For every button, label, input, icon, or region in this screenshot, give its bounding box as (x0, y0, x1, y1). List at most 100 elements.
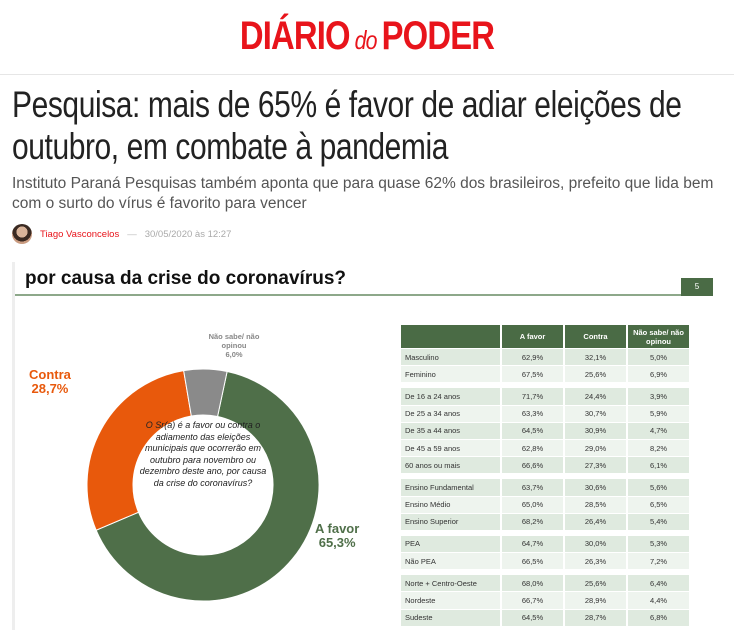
table-cell: Nordeste (401, 592, 500, 609)
donut-slice-1 (86, 370, 192, 531)
table-row: De 45 a 59 anos 62,8% 29,0% 8,2% (401, 439, 689, 457)
label-nao-sabe: Não sabe/ não opinou 6,0% (199, 332, 269, 359)
site-logo[interactable]: DIÁRIO do PODER (66, 14, 668, 59)
slide-divider (15, 294, 681, 296)
slice-value: 65,3% (318, 535, 356, 550)
column-header: A favor (502, 325, 563, 348)
table-header: A favor Contra Não sabe/ não opinou (401, 325, 689, 348)
table-cell: Ensino Fundamental (401, 479, 500, 496)
divider (0, 74, 734, 75)
table-cell: Norte + Centro-Oeste (401, 575, 500, 592)
table-row: De 25 a 34 anos 63,3% 30,7% 5,9% (401, 405, 689, 422)
table-cell: 6,9% (628, 366, 689, 383)
gap-cell (401, 531, 689, 535)
avatar[interactable] (12, 224, 32, 244)
table-cell: 62,9% (502, 349, 563, 366)
table-cell: 3,9% (628, 388, 689, 405)
table-cell: 6,5% (628, 496, 689, 513)
slide-title: por causa da crise do coronavírus? (25, 268, 346, 289)
row-gap (401, 531, 689, 535)
author-link[interactable]: Tiago Vasconcelos (40, 228, 120, 240)
label-contra: Contra 28,7% (29, 368, 71, 396)
results-table: A favor Contra Não sabe/ não opinou Masculi… (399, 324, 691, 627)
byline: Tiago Vasconcelos — 30/05/2020 às 12:27 (12, 224, 727, 244)
logo-text: do (354, 25, 378, 55)
publish-date: 30/05/2020 às 12:27 (144, 228, 232, 240)
table-cell: 5,3% (628, 535, 689, 553)
donut-center-question: O Sr(a) é a favor ou contra o adiamento … (139, 420, 267, 488)
table-cell: 66,7% (502, 592, 563, 609)
table-row: Ensino Fundamental 63,7% 30,6% 5,6% (401, 479, 689, 496)
table-cell: 25,6% (565, 575, 626, 592)
gap-cell (401, 474, 689, 478)
table-row: PEA 64,7% 30,0% 5,3% (401, 535, 689, 553)
table-cell: 64,5% (502, 422, 563, 439)
table-cell: De 45 a 59 anos (401, 439, 500, 457)
table-row: De 16 a 24 anos 71,7% 24,4% 3,9% (401, 388, 689, 405)
table-cell: 6,8% (628, 609, 689, 626)
table-cell: 6,1% (628, 457, 689, 474)
logo-text: PODER (381, 14, 495, 58)
table-cell: 7,2% (628, 553, 689, 570)
table-cell: 26,3% (565, 553, 626, 570)
table-cell: 5,9% (628, 405, 689, 422)
row-gap (401, 570, 689, 574)
row-gap (401, 383, 689, 387)
column-header: Não sabe/ não opinou (628, 325, 689, 348)
table-cell: Não PEA (401, 553, 500, 570)
table-row: Nordeste 66,7% 28,9% 4,4% (401, 592, 689, 609)
table-cell: 4,4% (628, 592, 689, 609)
table-cell: PEA (401, 535, 500, 553)
table-cell: 65,0% (502, 496, 563, 513)
table-cell: 30,7% (565, 405, 626, 422)
table-cell: 27,3% (565, 457, 626, 474)
table-cell: Sudeste (401, 609, 500, 626)
table-row: 60 anos ou mais 66,6% 27,3% 6,1% (401, 457, 689, 474)
column-header (401, 325, 500, 348)
table-row: Feminino 67,5% 25,6% 6,9% (401, 366, 689, 383)
table-cell: 28,7% (565, 609, 626, 626)
table-cell: 68,2% (502, 513, 563, 530)
table-cell: 24,4% (565, 388, 626, 405)
gap-cell (401, 383, 689, 387)
donut-chart (86, 368, 320, 602)
article-header: Pesquisa: mais de 65% é favor de adiar e… (12, 84, 727, 244)
table-cell: 6,4% (628, 575, 689, 592)
table-cell: Ensino Superior (401, 513, 500, 530)
column-header: Contra (565, 325, 626, 348)
label-a-favor: A favor 65,3% (315, 522, 359, 550)
article-subtitle: Instituto Paraná Pesquisas também aponta… (12, 175, 714, 212)
table-cell: 66,5% (502, 553, 563, 570)
table-cell: 30,6% (565, 479, 626, 496)
slice-name: Contra (29, 367, 71, 382)
table-row: Masculino 62,9% 32,1% 5,0% (401, 349, 689, 366)
slide-page-number: 5 (681, 278, 713, 296)
table-cell: 29,0% (565, 439, 626, 457)
table-cell: De 16 a 24 anos (401, 388, 500, 405)
table-cell: 5,6% (628, 479, 689, 496)
slice-name: Não sabe/ não opinou (208, 332, 260, 350)
table-row: Sudeste 64,5% 28,7% 6,8% (401, 609, 689, 626)
table-cell: 5,0% (628, 349, 689, 366)
table-cell: 28,9% (565, 592, 626, 609)
table-row: Ensino Médio 65,0% 28,5% 6,5% (401, 496, 689, 513)
slice-value: 6,0% (225, 350, 243, 359)
donut-slice-0 (95, 370, 320, 602)
table-cell: 25,6% (565, 366, 626, 383)
table-row: Não PEA 66,5% 26,3% 7,2% (401, 553, 689, 570)
table-cell: Ensino Médio (401, 496, 500, 513)
table-cell: 8,2% (628, 439, 689, 457)
table-cell: Masculino (401, 349, 500, 366)
slice-name: A favor (315, 521, 360, 536)
table-cell: Feminino (401, 366, 500, 383)
table-cell: 68,0% (502, 575, 563, 592)
table-cell: 64,5% (502, 609, 563, 626)
row-gap (401, 474, 689, 478)
table-cell: 30,9% (565, 422, 626, 439)
table-row: De 35 a 44 anos 64,5% 30,9% 4,7% (401, 422, 689, 439)
table-cell: 64,7% (502, 535, 563, 553)
table-cell: De 25 a 34 anos (401, 405, 500, 422)
logo-text: DIÁRIO (239, 14, 351, 58)
donut-slice-2 (183, 368, 228, 418)
table-cell: 71,7% (502, 388, 563, 405)
